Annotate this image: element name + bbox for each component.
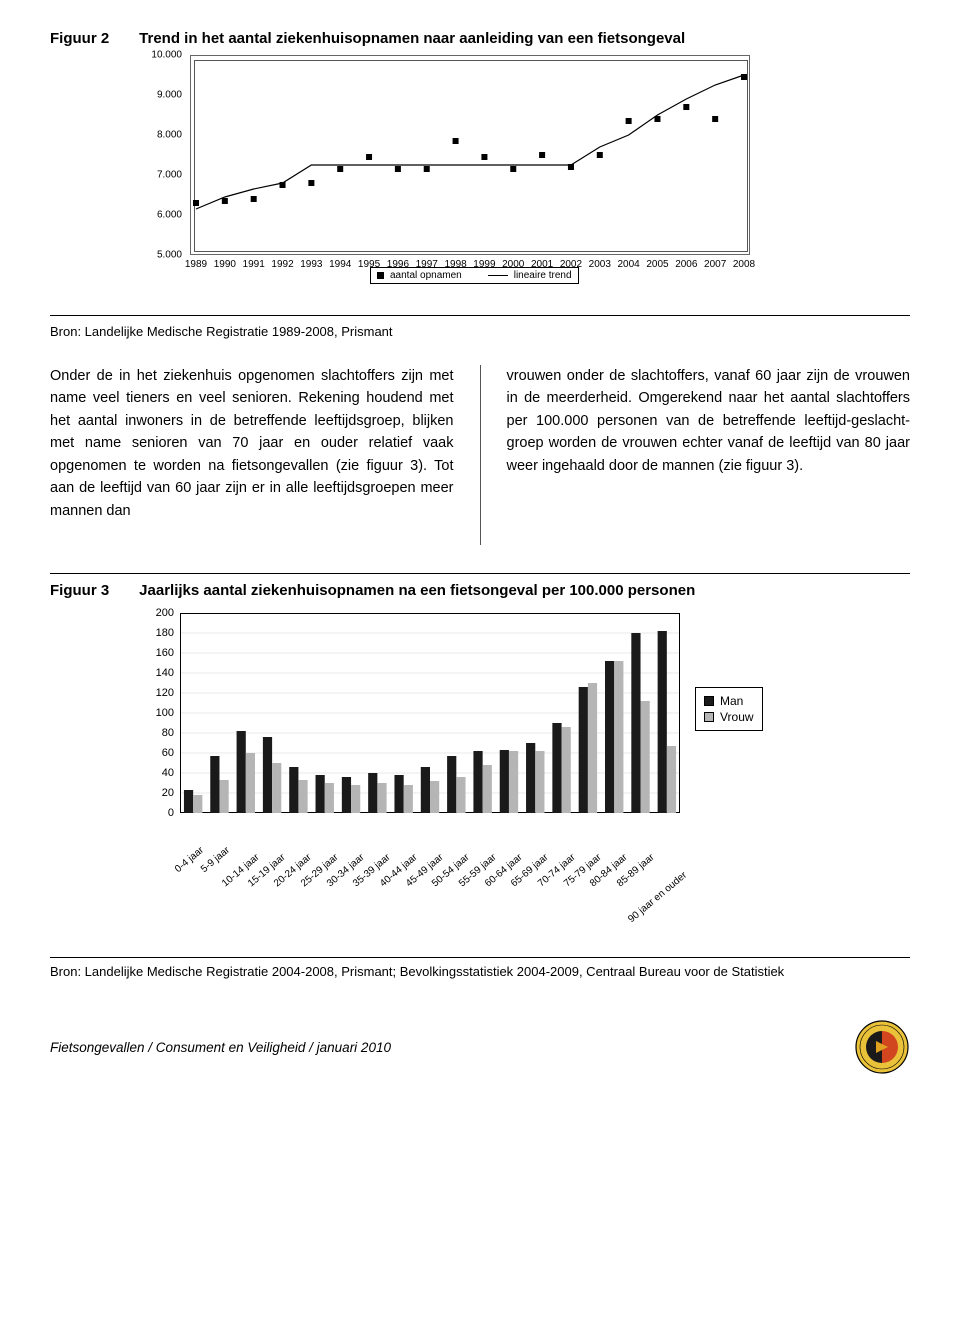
axis-label: 6.000 bbox=[140, 210, 182, 221]
figure2-chart: 5.0006.0007.0008.0009.00010.000 19891990… bbox=[140, 55, 760, 285]
swatch-icon bbox=[704, 696, 714, 706]
column-divider bbox=[480, 365, 481, 545]
figure3-chart: 0 20 40 60 80 100 120 140 160 180 200 0-4 jaar5-9 … bbox=[150, 607, 790, 897]
body-left: Onder de in het ziekenhuis opgenomen sla… bbox=[50, 365, 454, 545]
body-right: vrouwen onder de slachtoffers, vanaf 60 … bbox=[507, 365, 911, 545]
legend-line-label: lineaire trend bbox=[514, 270, 572, 281]
axis-label: 8.000 bbox=[140, 130, 182, 141]
axis-label: 10.000 bbox=[140, 50, 182, 61]
figure2-source: Bron: Landelijke Medische Registratie 19… bbox=[50, 324, 910, 339]
axis-label: 2004 bbox=[616, 259, 642, 270]
axis-label: 1989 bbox=[183, 259, 209, 270]
axis-label: 1991 bbox=[241, 259, 267, 270]
logo-icon bbox=[854, 1019, 910, 1075]
axis-label: 200 bbox=[150, 607, 174, 619]
figure2-heading: Figuur 2 Trend in het aantal ziekenhuiso… bbox=[50, 30, 910, 47]
figure3-legend: Man Vrouw bbox=[695, 687, 763, 731]
axis-label: 5.000 bbox=[140, 250, 182, 261]
figure3-title: Jaarlijks aantal ziekenhuisopnamen na ee… bbox=[139, 582, 695, 599]
figure2-label: Figuur 2 bbox=[50, 30, 109, 47]
figure2-legend: aantal opnamen lineaire trend bbox=[370, 267, 579, 284]
axis-label: 2003 bbox=[587, 259, 613, 270]
axis-label: 20 bbox=[150, 787, 174, 799]
swatch-icon bbox=[704, 712, 714, 722]
legend-points-label: aantal opnamen bbox=[390, 270, 462, 281]
axis-label: 80 bbox=[150, 727, 174, 739]
axis-label: 2008 bbox=[731, 259, 757, 270]
figure3-heading: Figuur 3 Jaarlijks aantal ziekenhuisopna… bbox=[50, 582, 910, 599]
figure3-source: Bron: Landelijke Medische Registratie 20… bbox=[50, 964, 910, 979]
axis-label: 140 bbox=[150, 667, 174, 679]
axis-label: 0 bbox=[150, 807, 174, 819]
axis-label: 60 bbox=[150, 747, 174, 759]
figure3-label: Figuur 3 bbox=[50, 582, 109, 599]
line-icon bbox=[488, 275, 508, 276]
axis-label: 1993 bbox=[298, 259, 324, 270]
axis-label: 7.000 bbox=[140, 170, 182, 181]
body-text: Onder de in het ziekenhuis opgenomen sla… bbox=[50, 365, 910, 545]
axis-label: 160 bbox=[150, 647, 174, 659]
axis-label: 1992 bbox=[270, 259, 296, 270]
axis-label: 90 jaar en ouder bbox=[626, 870, 689, 925]
axis-label: 120 bbox=[150, 687, 174, 699]
footer-text: Fietsongevallen / Consument en Veilighei… bbox=[50, 1040, 391, 1055]
axis-label: 100 bbox=[150, 707, 174, 719]
axis-label: 1990 bbox=[212, 259, 238, 270]
axis-label: 2005 bbox=[644, 259, 670, 270]
axis-label: 2006 bbox=[673, 259, 699, 270]
legend-man: Man bbox=[720, 694, 743, 708]
legend-vrouw: Vrouw bbox=[720, 710, 754, 724]
axis-label: 2007 bbox=[702, 259, 728, 270]
axis-label: 40 bbox=[150, 767, 174, 779]
axis-label: 0-4 jaar bbox=[173, 845, 206, 875]
axis-label: 1994 bbox=[327, 259, 353, 270]
axis-label: 180 bbox=[150, 627, 174, 639]
square-icon bbox=[377, 272, 384, 279]
figure2-title: Trend in het aantal ziekenhuisopnamen na… bbox=[139, 30, 685, 47]
axis-label: 5-9 jaar bbox=[199, 845, 232, 875]
axis-label: 9.000 bbox=[140, 90, 182, 101]
